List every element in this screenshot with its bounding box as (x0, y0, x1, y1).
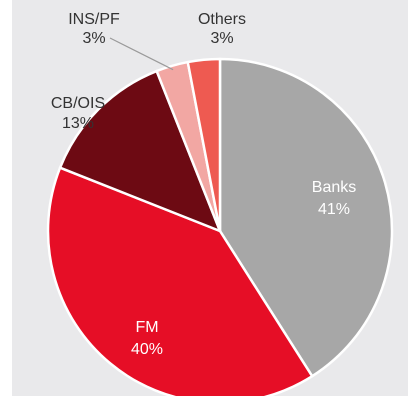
label-fm-name: FM (135, 319, 158, 336)
pie-chart: Banks 41% FM 40% CB/OIS 13% INS/PF 3% Ot… (12, 0, 408, 396)
label-cb-ois-name: CB/OIS (51, 95, 105, 112)
label-banks-name: Banks (312, 179, 356, 196)
pie-chart-svg: Banks 41% FM 40% CB/OIS 13% INS/PF 3% Ot… (46, 11, 394, 396)
label-cb-ois-value: 13% (62, 115, 94, 132)
label-fm-value: 40% (131, 341, 163, 358)
pie-slice-fm (46, 166, 314, 396)
label-ins-pf-value: 3% (82, 30, 105, 47)
label-banks-value: 41% (318, 201, 350, 218)
pie-slice-others (186, 57, 222, 233)
label-others-name: Others (198, 11, 246, 28)
pie-slice-cb-ois (58, 69, 222, 233)
label-others-value: 3% (210, 30, 233, 47)
leader-line-ins-pf (109, 37, 174, 71)
label-ins-pf-name: INS/PF (68, 11, 120, 28)
